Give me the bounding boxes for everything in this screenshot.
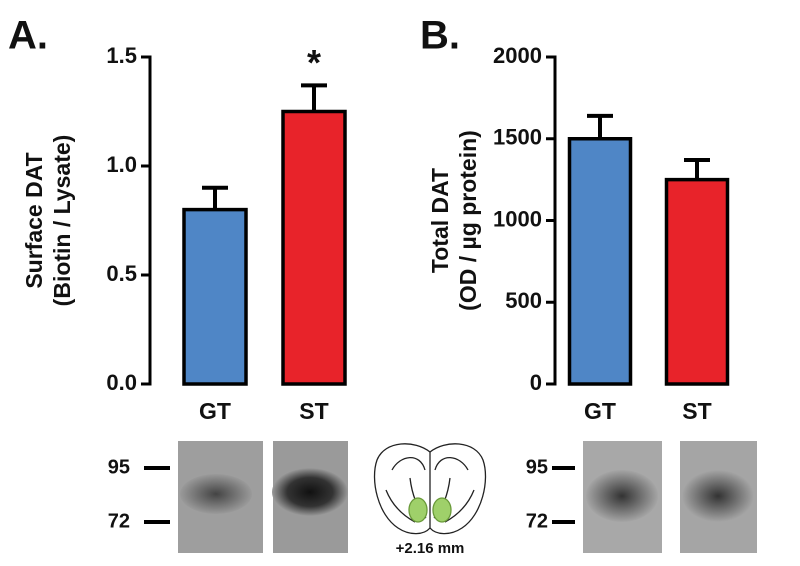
y-tick-label: 1.0 [106,152,137,177]
marker-label: 95 [526,456,548,478]
marker-label: 72 [108,510,130,532]
bar [182,207,248,386]
x-tick-label: ST [682,398,711,424]
blot-band [682,470,754,522]
annotation: * [307,42,321,83]
bar [567,137,633,386]
blot-band [180,474,252,514]
brain-diagram [373,443,487,535]
y-axis-label: Surface DAT [21,152,47,288]
y-tick-label: 0.5 [106,261,137,286]
blot-band [272,468,348,516]
y-tick-label: 2000 [493,43,542,68]
blot-band [586,470,658,522]
y-tick-label: 1.5 [106,43,137,68]
y-axis-label: Total DAT [427,168,453,273]
bar [664,177,730,386]
blot-panel-b: 95 72 [526,441,757,553]
x-tick-label: GT [199,398,231,424]
panel-label: B. [420,14,460,58]
y-axis-label: (Biotin / Lysate) [49,135,75,307]
marker-label: 72 [526,510,548,532]
blot-panel-a: 95 72 [108,441,348,553]
y-tick-label: 1000 [493,206,542,231]
brain-label: +2.16 mm [396,540,465,557]
y-tick-label: 500 [505,288,542,313]
y-tick-label: 0 [530,370,542,395]
y-tick-label: 1500 [493,125,542,150]
x-tick-label: ST [299,398,328,424]
bar [281,109,347,386]
panel-label: A. [8,14,48,58]
x-tick-label: GT [584,398,616,424]
y-axis-label: (OD / µg protein) [455,130,481,311]
y-tick-label: 0.0 [106,370,137,395]
marker-label: 95 [108,456,130,478]
